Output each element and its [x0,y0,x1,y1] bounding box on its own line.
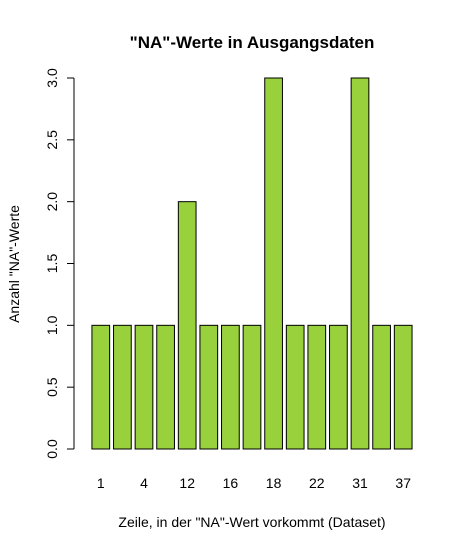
bar-17 [242,324,262,450]
bar-10 [156,324,175,450]
bar-31 [350,77,370,450]
bar-18 [264,77,283,450]
x-tick-label: 12 [179,475,195,491]
bar-28 [329,324,348,450]
bar-2 [113,324,132,450]
bar-12 [177,201,197,450]
x-tick-label: 31 [352,475,368,491]
bar-4 [134,324,154,450]
y-tick-label: 0.0 [44,439,60,459]
bars [91,77,413,450]
x-tick-label: 37 [395,475,411,491]
x-tick-label: 16 [223,475,239,491]
bar-33 [372,324,391,450]
bar-1 [91,324,111,450]
y-tick-label: 3.0 [44,68,60,88]
x-axis-label: Zeile, in der "NA"-Wert vorkommt (Datase… [118,514,385,530]
chart-title: "NA"-Werte in Ausgangsdaten [130,33,375,52]
y-axis: 0.0 0.5 1.0 1.5 2.0 2.5 3.0 [44,68,75,459]
y-tick-label: 1.5 [44,254,60,274]
y-tick-label: 2.5 [44,130,60,150]
x-tick-label: 4 [140,475,148,491]
bar-20 [285,324,305,450]
bar-22 [307,324,327,450]
y-tick-label: 2.0 [44,192,60,212]
x-tick-label: 1 [97,475,105,491]
bar-13 [199,324,219,450]
bar-37 [393,324,413,450]
y-axis-label: Anzahl "NA"-Werte [6,205,22,323]
bar-16 [221,324,240,450]
y-tick-label: 1.0 [44,315,60,335]
y-tick-label: 0.5 [44,377,60,397]
x-tick-labels: 1 4 12 16 18 22 31 37 [97,475,411,491]
x-tick-label: 22 [309,475,325,491]
x-tick-label: 18 [266,475,282,491]
